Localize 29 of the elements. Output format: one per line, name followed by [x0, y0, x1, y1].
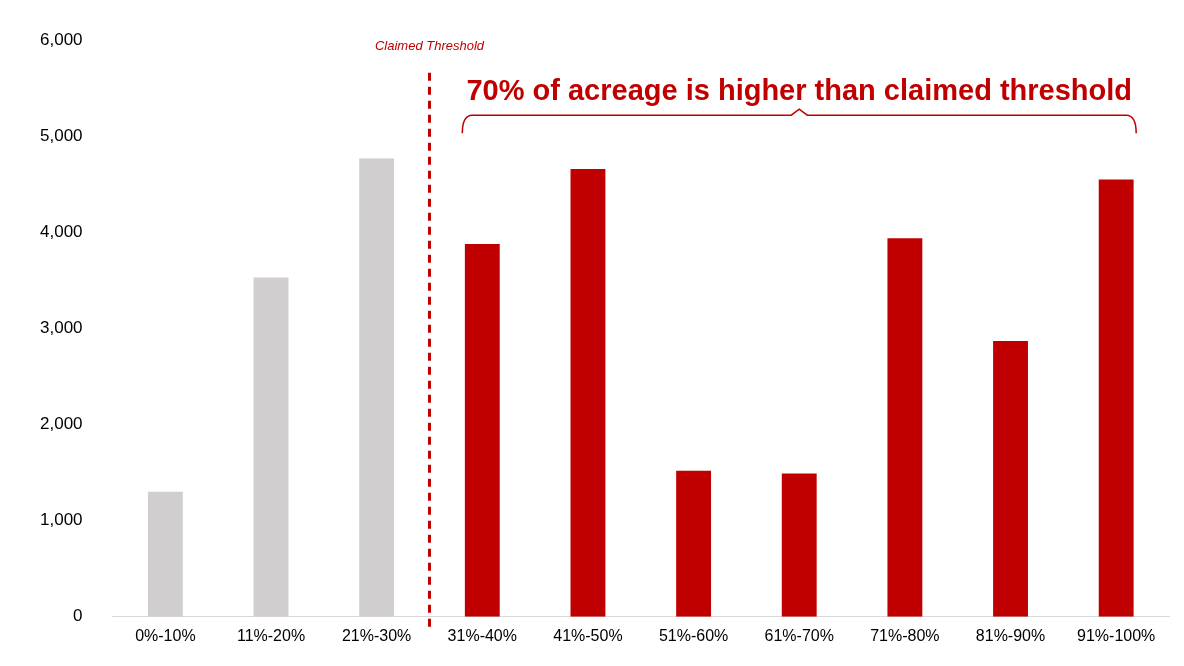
- y-tick-label: 6,000: [39, 29, 83, 49]
- x-tick-label: 91%-100%: [1077, 626, 1156, 644]
- y-tick-label: 3,000: [39, 318, 83, 338]
- annotation: 70% of acreage is higher than claimed threshold: [466, 74, 1133, 107]
- bar: [887, 238, 923, 617]
- x-tick-label: 51%-60%: [658, 626, 729, 644]
- bar: [781, 473, 817, 617]
- x-tick-label: 0%-10%: [135, 626, 196, 644]
- x-tick-label: 71%-80%: [870, 626, 940, 644]
- x-tick-label: 11%-20%: [236, 626, 306, 644]
- x-tick-label: 61%-70%: [764, 626, 834, 644]
- y-tick-label: 5,000: [39, 125, 83, 145]
- x-tick-label: 21%-30%: [341, 626, 412, 644]
- bar: [147, 491, 183, 617]
- y-tick-label: 4,000: [39, 222, 83, 242]
- bar: [253, 277, 289, 617]
- bar: [1098, 179, 1134, 617]
- x-tick-label: 31%-40%: [447, 626, 517, 644]
- ref-line-label: Claimed Threshold: [374, 38, 485, 54]
- y-tick-label: 0: [73, 606, 83, 626]
- bar: [359, 158, 395, 617]
- y-tick-label: 2,000: [39, 414, 83, 434]
- bar: [570, 168, 606, 617]
- x-tick-label: 81%-90%: [975, 626, 1046, 644]
- y-tick-label: 1,000: [39, 510, 83, 530]
- bar: [464, 243, 500, 617]
- bar: [993, 340, 1028, 617]
- x-tick-label: 41%-50%: [553, 626, 623, 644]
- bar: [676, 470, 712, 617]
